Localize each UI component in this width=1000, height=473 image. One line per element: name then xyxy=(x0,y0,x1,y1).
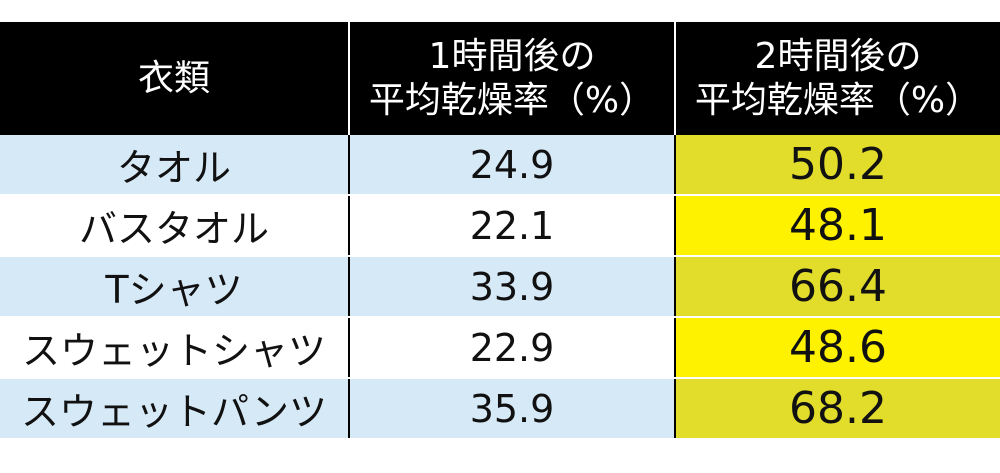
row-item: Tシャツ xyxy=(0,256,350,318)
header-row: 衣類 1時間後の 平均乾燥率（%） 2時間後の 平均乾燥率（%） xyxy=(0,22,1000,135)
row-item: タオル xyxy=(0,135,350,196)
row-1h-value: 22.1 xyxy=(349,195,676,257)
header-clothing: 衣類 xyxy=(0,22,350,135)
table-row: スウェットシャツ 22.9 48.6 xyxy=(0,317,1000,379)
header-2h-line2: 平均乾燥率（%） xyxy=(694,79,982,121)
row-item: バスタオル xyxy=(0,195,350,257)
drying-rate-table: 衣類 1時間後の 平均乾燥率（%） 2時間後の 平均乾燥率（%） タオル 24.… xyxy=(0,22,1000,440)
row-2h-value: 48.1 xyxy=(675,195,1000,257)
row-1h-value: 24.9 xyxy=(349,135,676,196)
header-2h-line1: 2時間後の xyxy=(754,35,922,77)
row-1h-value: 33.9 xyxy=(349,256,676,318)
header-1h-line2: 平均乾燥率（%） xyxy=(368,79,656,121)
header-clothing-label: 衣類 xyxy=(137,57,210,99)
table-row: Tシャツ 33.9 66.4 xyxy=(0,256,1000,318)
table-row: タオル 24.9 50.2 xyxy=(0,135,1000,196)
table-row: スウェットパンツ 35.9 68.2 xyxy=(0,378,1000,440)
row-2h-value: 66.4 xyxy=(675,256,1000,318)
row-2h-value: 48.6 xyxy=(675,317,1000,379)
row-1h-value: 22.9 xyxy=(349,317,676,379)
row-item: スウェットパンツ xyxy=(0,378,350,440)
row-item: スウェットシャツ xyxy=(0,317,350,379)
row-2h-value: 68.2 xyxy=(675,378,1000,440)
row-2h-value: 50.2 xyxy=(675,135,1000,196)
header-1h-line1: 1時間後の xyxy=(428,35,596,77)
table-row: バスタオル 22.1 48.1 xyxy=(0,195,1000,257)
row-1h-value: 35.9 xyxy=(349,378,676,440)
header-2h-rate: 2時間後の 平均乾燥率（%） xyxy=(675,22,1000,135)
header-1h-rate: 1時間後の 平均乾燥率（%） xyxy=(349,22,676,135)
